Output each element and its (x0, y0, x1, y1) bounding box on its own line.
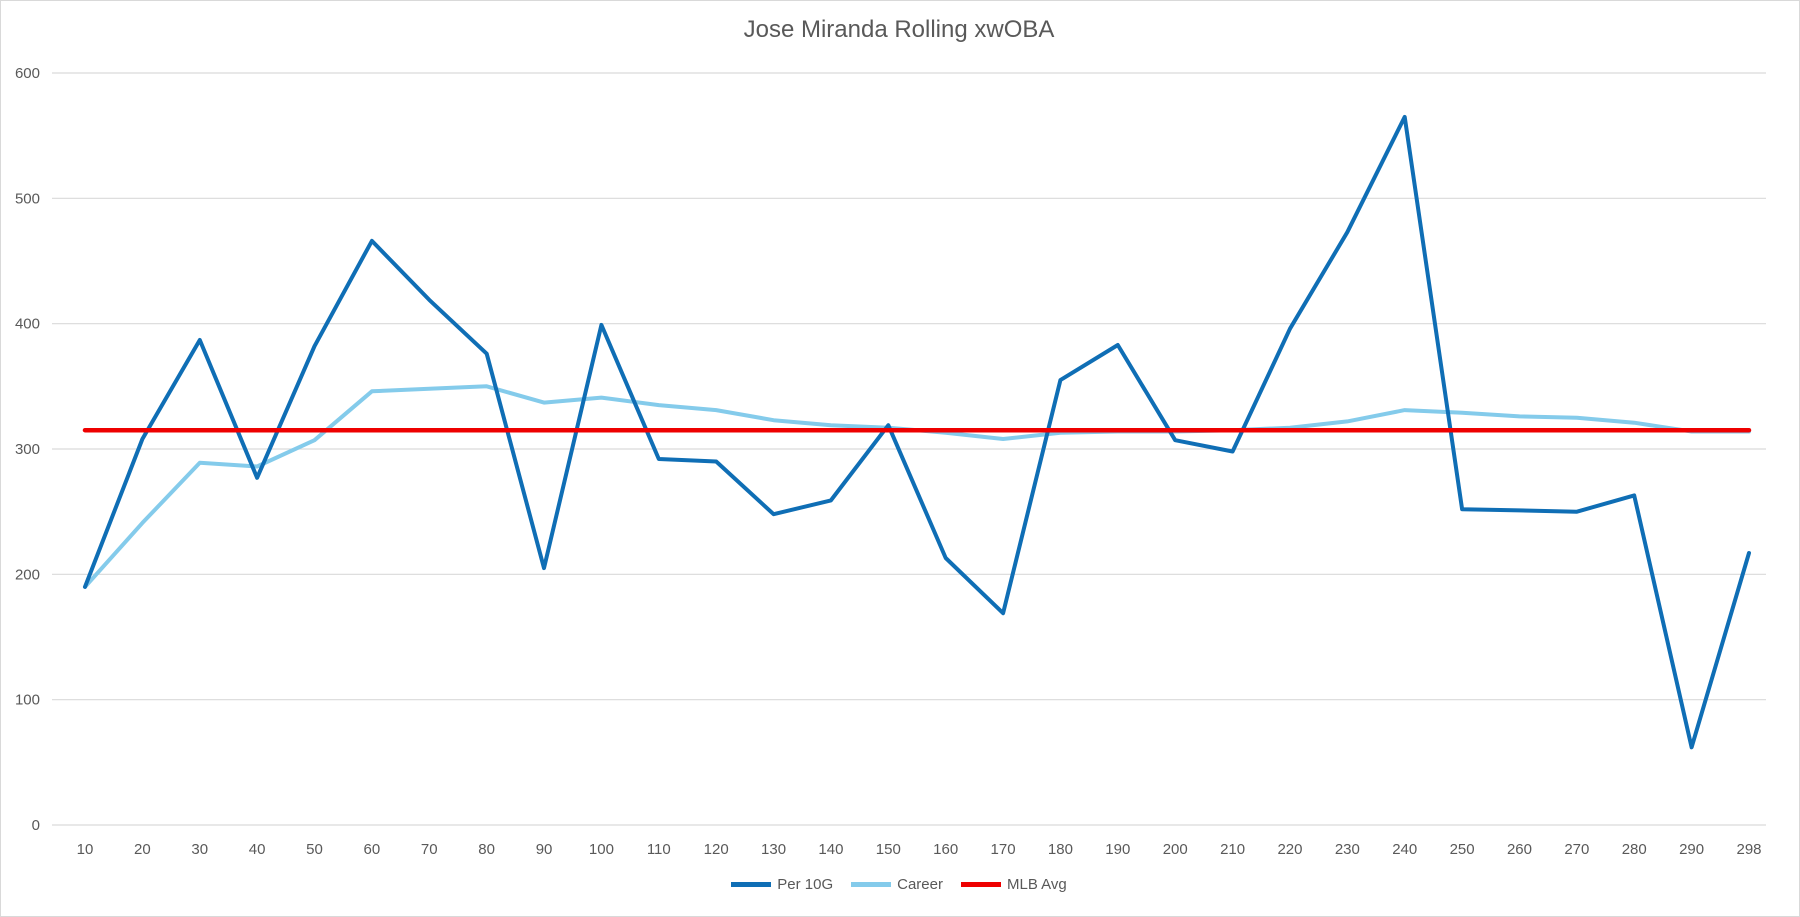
x-tick-label: 180 (1048, 841, 1073, 858)
y-tick-label: 400 (15, 316, 40, 333)
x-tick-label: 90 (536, 841, 553, 858)
chart-title: Jose Miranda Rolling xwOBA (743, 16, 1055, 43)
legend-label: Career (897, 876, 943, 893)
x-tick-label: 110 (647, 841, 671, 858)
series-lines (82, 114, 1752, 750)
x-tick-label: 60 (364, 841, 381, 858)
y-tick-label: 200 (15, 566, 40, 583)
x-tick-label: 170 (991, 841, 1016, 858)
x-tick-label: 80 (478, 841, 495, 858)
legend-swatch (960, 882, 1001, 887)
x-tick-label: 150 (876, 841, 901, 858)
y-tick-label: 100 (15, 692, 40, 709)
x-tick-label: 298 (1736, 841, 1761, 858)
x-tick-label: 50 (306, 841, 323, 858)
x-tick-label: 70 (421, 841, 438, 858)
y-tick-label: 0 (32, 817, 40, 834)
x-tick-labels: 10 20 30 40 50 60 70 80 90 100 110 120 130 140 150 160 1… (77, 841, 1762, 858)
x-tick-label: 100 (589, 841, 614, 858)
legend-label: MLB Avg (1006, 876, 1067, 893)
x-tick-label: 260 (1507, 841, 1532, 858)
x-tick-label: 10 (77, 841, 94, 858)
x-tick-label: 130 (761, 841, 786, 858)
y-tick-label: 600 (15, 65, 40, 82)
y-tick-label: 500 (15, 190, 40, 207)
x-tick-label: 30 (191, 841, 208, 858)
x-tick-label: 250 (1450, 841, 1475, 858)
legend-swatch (851, 882, 892, 887)
y-tick-label: 300 (15, 441, 40, 458)
legend-swatch (731, 882, 772, 887)
y-tick-labels: 0 100 200 300 400 500 600 (15, 65, 40, 834)
legend-label: Per 10G (777, 876, 834, 893)
x-tick-label: 230 (1335, 841, 1360, 858)
x-tick-label: 220 (1277, 841, 1302, 858)
x-tick-label: 190 (1105, 841, 1130, 858)
x-tick-label: 20 (134, 841, 151, 858)
x-tick-label: 120 (704, 841, 729, 858)
x-tick-label: 290 (1679, 841, 1704, 858)
gridlines (52, 72, 1766, 826)
legend-item-per-10g: Per 10G (731, 876, 833, 893)
x-tick-label: 240 (1392, 841, 1417, 858)
legend-item-mlb-avg: MLB Avg (960, 876, 1067, 893)
x-tick-label: 270 (1564, 841, 1589, 858)
legend: Per 10G Career MLB Avg (0, 876, 1798, 893)
x-tick-label: 210 (1220, 841, 1245, 858)
x-tick-label: 40 (249, 841, 266, 858)
x-tick-label: 200 (1163, 841, 1188, 858)
x-tick-label: 140 (818, 841, 843, 858)
series-line-per-10g (83, 114, 1751, 750)
x-tick-label: 280 (1622, 841, 1647, 858)
x-tick-label: 160 (933, 841, 958, 858)
legend-item-career: Career (851, 876, 943, 893)
